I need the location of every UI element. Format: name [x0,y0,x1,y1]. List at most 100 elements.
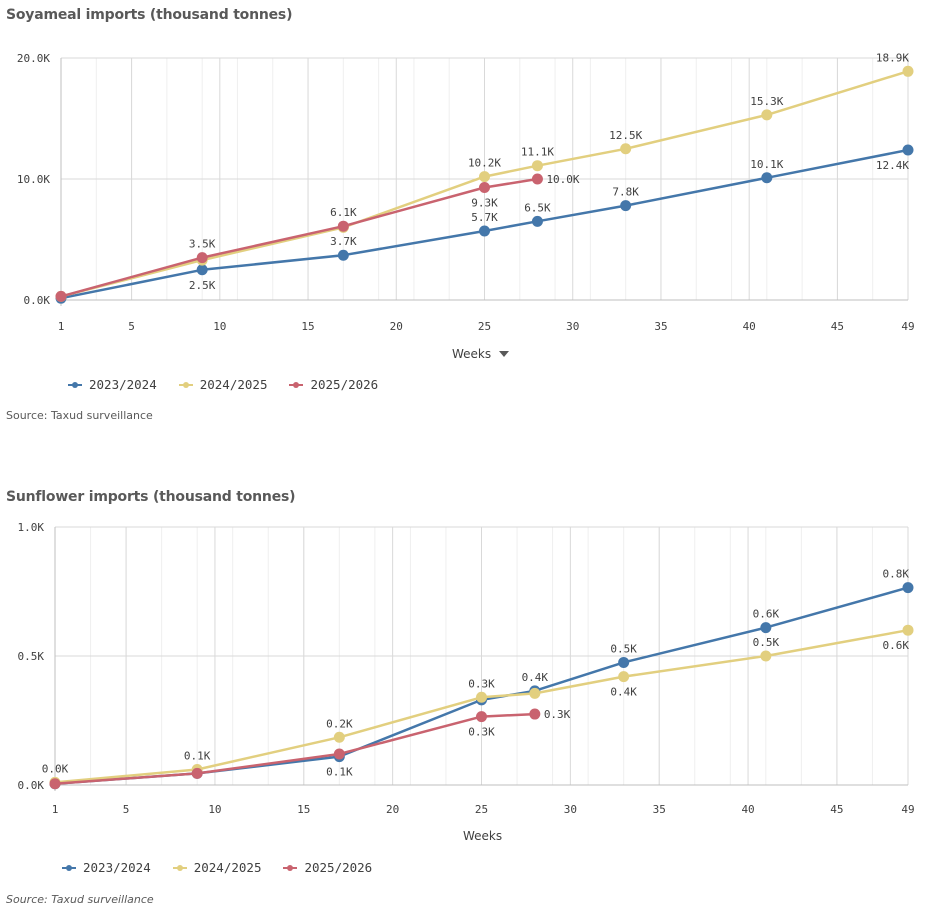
x-tick-label: 30 [566,320,579,333]
series-line [60,70,909,298]
data-label: 5.7K [471,211,498,224]
data-point[interactable] [479,171,490,183]
x-axis-ticks: 1 5 10 15 20 25 30 35 40 45 49 [58,320,915,333]
data-point[interactable] [196,252,208,264]
x-tick-label: 5 [123,803,130,816]
data-point[interactable] [476,691,487,703]
y-tick-label: 10.0K [17,173,50,186]
x-tick-label: 25 [475,803,488,816]
data-point[interactable] [620,200,632,212]
x-axis-title-container[interactable]: Weeks [452,347,510,361]
legend-item-2024-2025[interactable]: 2024/2025 [172,860,262,875]
data-label: 12.5K [609,129,642,142]
data-point[interactable] [902,624,914,636]
x-tick-label: 15 [301,320,314,333]
x-tick-label: 1 [58,320,65,333]
data-point[interactable] [761,109,773,121]
data-labels-2023-2024: 2.5K 3.7K 5.7K 6.5K 7.8K 10.1K 12.4K [189,158,909,292]
x-tick-label: 10 [208,803,221,816]
x-tick-label: 1 [52,803,59,816]
data-label: 6.1K [330,206,357,219]
data-point[interactable] [760,622,772,634]
legend-label: 2025/2026 [310,377,379,392]
x-tick-label: 49 [901,803,914,816]
series-line [54,712,535,785]
data-labels-2025-2026: 0.3K 0.3K [468,708,570,739]
data-label: 0.3K [468,677,495,690]
y-tick-label: 0.5K [18,650,45,663]
data-point[interactable] [618,656,630,668]
x-tick-label: 35 [653,803,666,816]
data-label: 12.4K [876,159,909,172]
y-tick-label: 0.0K [24,294,51,307]
data-label: 0.2K [326,717,353,730]
source-note: Source: Taxud surveillance [6,409,153,422]
y-tick-label: 0.0K [18,779,45,792]
data-point[interactable] [902,582,914,594]
data-point[interactable] [531,160,543,172]
legend-marker-icon [172,864,187,871]
series-2025-2026 [49,708,541,790]
data-point[interactable] [333,731,345,743]
legend-item-2023-2024[interactable]: 2023/2024 [62,860,151,875]
data-labels-2025-2026: 3.5K 6.1K 9.3K 10.0K [189,173,580,251]
data-point[interactable] [531,173,543,185]
data-point[interactable] [479,225,490,237]
legend-marker-icon [289,381,304,388]
legend-label: 2023/2024 [83,860,151,875]
data-point[interactable] [761,172,773,184]
x-tick-label: 45 [831,320,844,333]
data-point[interactable] [902,65,914,77]
data-point[interactable] [333,748,345,760]
gridlines [60,57,909,306]
data-point[interactable] [531,215,543,227]
data-labels-2024-2025: 0.0K 0.1K 0.2K 0.3K 0.4K 0.5K 0.6K [42,636,910,775]
legend-marker-icon [68,381,82,388]
sort-descending-icon[interactable] [499,351,510,357]
data-point[interactable] [196,264,208,276]
data-label: 0.5K [753,636,780,649]
data-point[interactable] [529,687,541,699]
legend-label: 2024/2025 [193,860,262,875]
data-labels-2023-2024: 0.1K 0.4K 0.5K 0.6K 0.8K [326,568,909,779]
data-point[interactable] [760,650,772,662]
series-2025-2026 [55,173,543,302]
data-point[interactable] [191,767,203,779]
data-point[interactable] [902,144,914,156]
data-point[interactable] [479,181,490,193]
x-tick-label: 35 [654,320,667,333]
data-label: 10.2K [468,157,501,170]
gridlines [54,526,909,791]
data-point[interactable] [620,143,632,155]
data-label: 9.3K [471,196,498,209]
soyameal-chart-panel: Soyameal imports (thousand tonnes) 0.0K 1… [0,0,928,440]
data-point[interactable] [49,778,61,790]
legend: 2023/2024 2024/2025 2025/2026 [68,377,378,392]
x-tick-label: 30 [564,803,577,816]
legend-item-2023-2024[interactable]: 2023/2024 [68,377,157,392]
data-point[interactable] [476,711,487,723]
legend-label: 2025/2026 [304,860,373,875]
data-point[interactable] [337,220,349,232]
data-label: 0.6K [883,639,910,652]
legend-item-2025-2026[interactable]: 2025/2026 [283,860,372,875]
data-labels-2024-2025: 10.2K 11.1K 12.5K 15.3K 18.9K [468,51,909,169]
legend: 2023/2024 2024/2025 2025/2026 [62,860,372,875]
x-tick-label: 49 [901,320,914,333]
x-axis-title[interactable]: Weeks [463,829,503,843]
data-label: 11.1K [521,146,554,159]
data-label: 0.0K [42,762,69,775]
legend-item-2024-2025[interactable]: 2024/2025 [178,377,267,392]
sunflower-line-chart: 0.0K0.5K1.0K1 5 10 15 20 25 30 35 40 45 490.1K0.4K… [18,521,915,816]
data-point[interactable] [55,290,67,302]
x-tick-label: 10 [213,320,226,333]
data-label: 0.8K [883,568,910,581]
data-point[interactable] [529,708,541,720]
y-axis-ticks: 0.0K 0.5K 1.0K [18,521,45,792]
legend-item-2025-2026[interactable]: 2025/2026 [289,377,378,392]
data-label: 0.3K [468,726,495,739]
data-point[interactable] [618,671,630,683]
data-point[interactable] [337,249,349,261]
x-tick-label: 25 [478,320,491,333]
